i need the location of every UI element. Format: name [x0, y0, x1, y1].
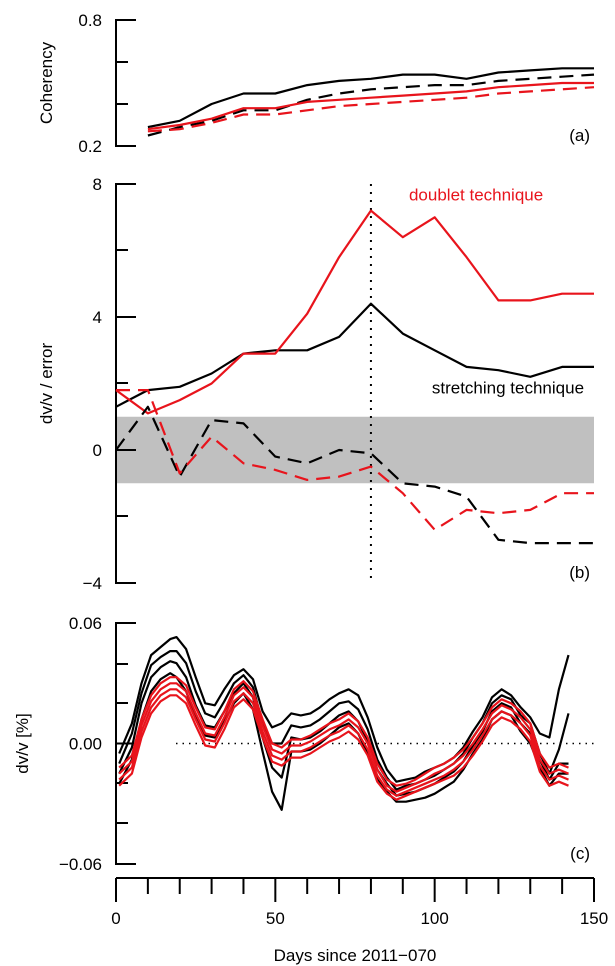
panel-a-series-black-solid-0 [147, 67, 594, 129]
panel-a-series-black-dashed-1 [147, 73, 595, 137]
x-tick-label: 50 [266, 909, 285, 928]
x-tick-label: 0 [111, 909, 120, 928]
panel-a-y-tick-label: 0.2 [78, 137, 102, 156]
panel-a-y-label: Coherency [37, 41, 56, 124]
panel-a-series-red-solid-2 [147, 81, 594, 131]
panel-a-y-tick-label: 0.8 [78, 11, 102, 30]
panel-c-series-red-solid-6 [118, 688, 569, 797]
panel-c-series-black-solid-1 [118, 649, 570, 791]
panel-c-series-black-solid-0 [118, 635, 570, 783]
panel-b-series-black-dashed-2 [115, 405, 594, 545]
panel-c-series-red-solid-5 [118, 682, 569, 793]
panel-c-series-black-solid-2 [118, 660, 569, 797]
panel-b-error-band [116, 416, 594, 484]
panel-b-y-tick-label: −4 [83, 574, 102, 593]
panel-b-y-tick-label: 0 [93, 441, 102, 460]
panel-b-y-tick-label: 8 [93, 175, 102, 194]
panel-b-label: (b) [569, 563, 590, 582]
panel-c-y-label: dv/v [%] [13, 713, 32, 773]
x-tick-label: 150 [580, 909, 608, 928]
panel-b-series-black-solid-0 [115, 302, 594, 408]
panel-a-series-red-dashed-3 [147, 86, 595, 133]
panel-c-label: (c) [570, 844, 590, 863]
panel-b-series-red-dashed-3 [116, 389, 594, 531]
panel-c-y-tick-label: 0.06 [69, 614, 102, 633]
panel-b-y-label: dv/v / error [37, 343, 56, 425]
panel-c-y-tick-label: 0.00 [69, 735, 102, 754]
panel-b-y-tick-label: 4 [93, 308, 102, 327]
panel-c-series-red-solid-7 [118, 694, 569, 801]
x-tick-label: 100 [420, 909, 448, 928]
x-axis-label: Days since 2011−070 [274, 946, 437, 965]
panel-c-y-tick-label: −0.06 [59, 855, 102, 874]
panel-c-series-red-solid-4 [118, 676, 569, 787]
panel-b-series-red-solid-1 [115, 209, 594, 415]
panel-a-label: (a) [569, 126, 590, 145]
panel-b-annotation-1: stretching technique [432, 378, 584, 397]
panel-b-annotation-0: doublet technique [409, 186, 543, 205]
